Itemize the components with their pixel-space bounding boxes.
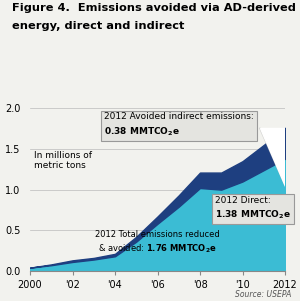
Text: 2012 Direct:
$\mathbf{1.38\ MMTCO_2e}$: 2012 Direct: $\mathbf{1.38\ MMTCO_2e}$ [215,196,291,221]
Text: In millions of
metric tons: In millions of metric tons [34,150,92,170]
Text: 2012 Avoided indirect emissions:
$\mathbf{0.38\ MMTCO_2e}$: 2012 Avoided indirect emissions: $\mathb… [104,112,254,138]
Polygon shape [260,128,285,185]
Text: Source: USEPA: Source: USEPA [235,290,291,299]
Polygon shape [260,128,285,185]
Text: 2012 Total emissions reduced
& avoided: $\mathbf{1.76\ MMTCO_2e}$: 2012 Total emissions reduced & avoided: … [95,230,220,255]
Text: Figure 4.  Emissions avoided via AD-derived: Figure 4. Emissions avoided via AD-deriv… [12,3,296,13]
Text: energy, direct and indirect: energy, direct and indirect [12,21,184,31]
